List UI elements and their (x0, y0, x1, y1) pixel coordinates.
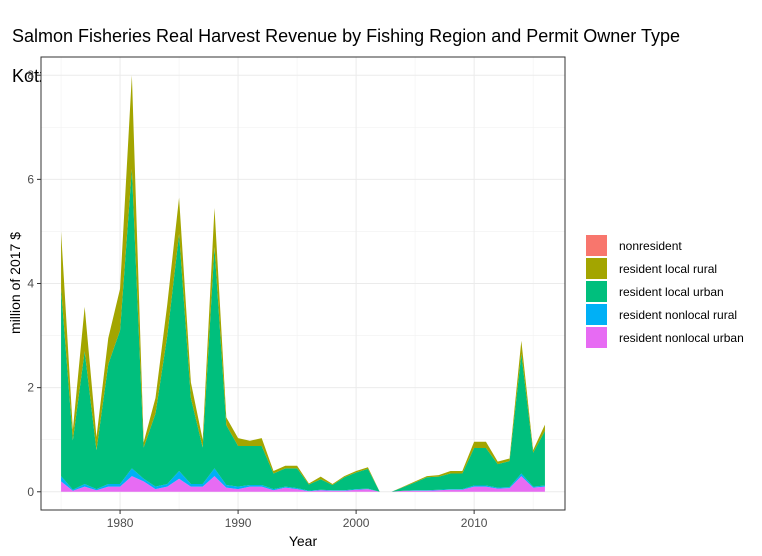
legend-key (586, 281, 607, 302)
legend-label: nonresident (619, 239, 682, 253)
y-tick-label: 0 (27, 485, 34, 499)
y-tick-label: 2 (27, 381, 34, 395)
x-axis-title: Year (289, 533, 318, 549)
legend-key (586, 258, 607, 279)
legend-label: resident nonlocal rural (619, 308, 737, 322)
x-axis: 1980 1990 2000 2010 (107, 510, 488, 530)
x-tick-label: 1980 (107, 516, 134, 530)
legend-key (586, 304, 607, 325)
legend-key (586, 235, 607, 256)
y-axis: 0 2 4 6 8 (27, 68, 41, 499)
x-tick-label: 1990 (225, 516, 252, 530)
legend-label: resident nonlocal urban (619, 331, 744, 345)
area-series-group (61, 75, 545, 492)
y-tick-label: 8 (27, 68, 34, 82)
legend: nonresident resident local rural resident … (586, 235, 744, 348)
area-resident-local-urban (61, 168, 545, 492)
area-resident-nonlocal-urban (61, 476, 545, 492)
y-tick-label: 4 (27, 277, 34, 291)
legend-label: resident local urban (619, 285, 724, 299)
chart-title-block: Salmon Fisheries Real Harvest Revenue by… (12, 6, 680, 106)
y-tick-label: 6 (27, 172, 34, 186)
chart-title: Salmon Fisheries Real Harvest Revenue by… (12, 26, 680, 46)
x-tick-label: 2010 (461, 516, 488, 530)
legend-label: resident local rural (619, 262, 717, 276)
legend-key (586, 327, 607, 348)
y-axis-title: million of 2017 $ (7, 232, 23, 334)
x-tick-label: 2000 (343, 516, 370, 530)
